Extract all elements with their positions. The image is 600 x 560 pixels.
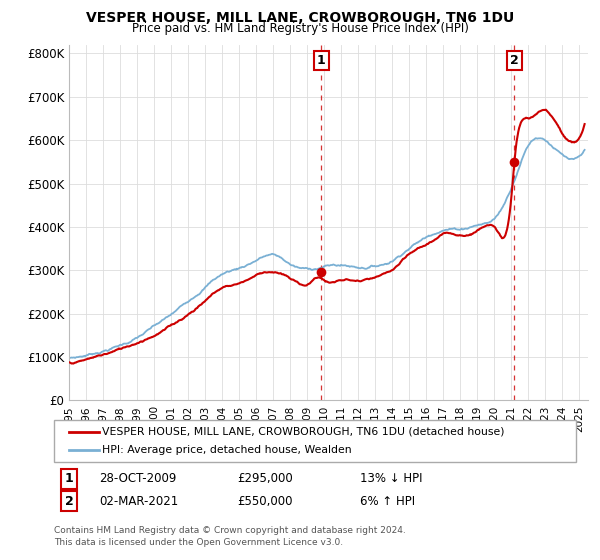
Text: 28-OCT-2009: 28-OCT-2009 xyxy=(99,472,176,486)
Text: VESPER HOUSE, MILL LANE, CROWBOROUGH, TN6 1DU (detached house): VESPER HOUSE, MILL LANE, CROWBOROUGH, TN… xyxy=(102,427,505,437)
Text: 6% ↑ HPI: 6% ↑ HPI xyxy=(360,494,415,508)
Text: £550,000: £550,000 xyxy=(237,494,293,508)
Text: Price paid vs. HM Land Registry's House Price Index (HPI): Price paid vs. HM Land Registry's House … xyxy=(131,22,469,35)
Text: 02-MAR-2021: 02-MAR-2021 xyxy=(99,494,178,508)
Text: This data is licensed under the Open Government Licence v3.0.: This data is licensed under the Open Gov… xyxy=(54,538,343,547)
Text: £295,000: £295,000 xyxy=(237,472,293,486)
Text: HPI: Average price, detached house, Wealden: HPI: Average price, detached house, Weal… xyxy=(102,445,352,455)
Text: Contains HM Land Registry data © Crown copyright and database right 2024.: Contains HM Land Registry data © Crown c… xyxy=(54,526,406,535)
Text: 2: 2 xyxy=(510,54,518,67)
Text: 2: 2 xyxy=(65,494,73,508)
Text: 1: 1 xyxy=(65,472,73,486)
Text: VESPER HOUSE, MILL LANE, CROWBOROUGH, TN6 1DU: VESPER HOUSE, MILL LANE, CROWBOROUGH, TN… xyxy=(86,11,514,25)
Text: 13% ↓ HPI: 13% ↓ HPI xyxy=(360,472,422,486)
Text: 1: 1 xyxy=(317,54,326,67)
